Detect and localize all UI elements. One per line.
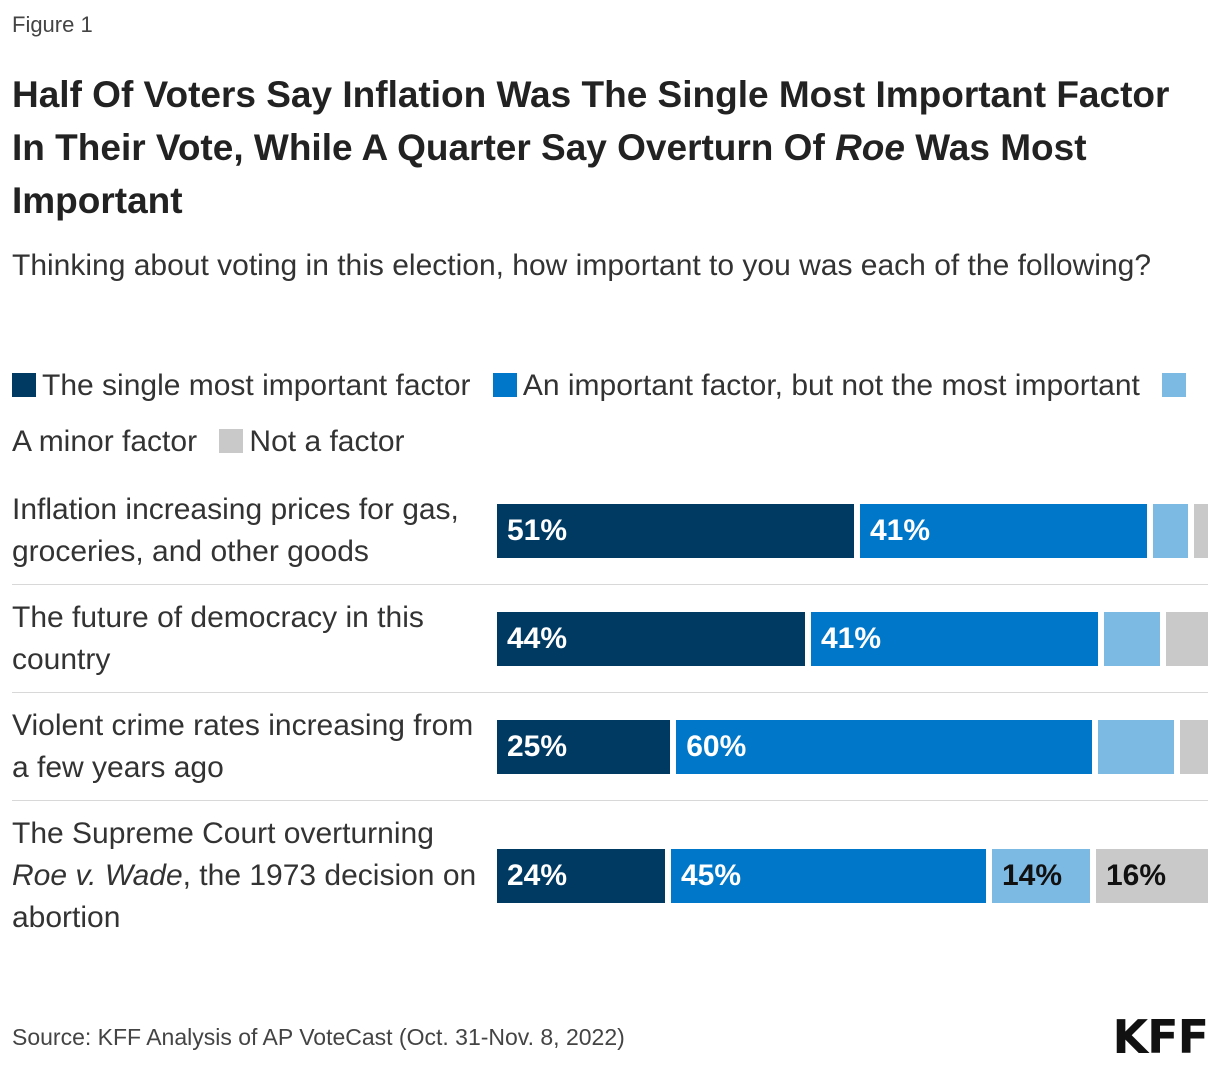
chart-title: Half Of Voters Say Inflation Was The Sin… — [12, 68, 1212, 227]
source-note: Source: KFF Analysis of AP VoteCast (Oct… — [12, 1024, 625, 1050]
bar-segment-single-most — [497, 720, 671, 774]
legend-swatch — [219, 429, 244, 453]
chart-title-part2: Was Most Important — [12, 127, 1087, 221]
row-separator — [12, 584, 1208, 585]
bar-segment-minor — [1104, 612, 1160, 666]
bar-value-label: 24% — [507, 859, 568, 892]
bar-value-label: 51% — [507, 514, 568, 547]
kff-logo: KFF — [1112, 1010, 1209, 1064]
bar-segment-important — [676, 720, 1093, 774]
bar-segment-single-most — [497, 612, 805, 666]
legend-swatch — [1162, 373, 1187, 397]
bar-segment-not-factor — [1166, 612, 1208, 666]
category-label-democracy: The future of democracy in this country — [12, 601, 424, 676]
bar-segment-not-factor — [1194, 504, 1208, 558]
bar-row-roe: 24% 45% 14% 16% — [497, 849, 1208, 903]
bar-value-label: 44% — [507, 622, 568, 655]
legend-swatch — [12, 373, 36, 397]
bar-segment-single-most — [497, 504, 854, 558]
bar-segment-important — [671, 849, 986, 903]
bar-segment-important — [811, 612, 1098, 666]
bar-value-label: 16% — [1106, 859, 1167, 892]
row-separator — [12, 800, 1208, 801]
legend-label: An important factor, but not the most im… — [522, 369, 1140, 402]
legend-item-minor: A minor factor — [12, 369, 1192, 458]
legend-label: Not a factor — [249, 425, 405, 458]
bar-segment-single-most — [497, 849, 665, 903]
bar-segment-important — [860, 504, 1147, 558]
legend: The single most important factor An impo… — [12, 358, 1202, 470]
bar-value-label: 41% — [821, 622, 882, 655]
bar-row-crime: 25% 60% — [497, 720, 1208, 774]
bar-segment-not-factor — [1180, 720, 1208, 774]
chart-title-italic: Roe — [835, 127, 905, 168]
bar-value-label: 60% — [686, 730, 747, 763]
chart-subtitle: Thinking about voting in this election, … — [12, 249, 1152, 282]
bar-value-label: 45% — [681, 859, 742, 892]
legend-item-single-most: The single most important factor — [12, 369, 471, 402]
bar-segment-minor — [1098, 720, 1175, 774]
category-label-roe-before: The Supreme Court overturning — [12, 817, 434, 850]
category-label-inflation: Inflation increasing prices for gas, gro… — [12, 493, 459, 568]
bar-segment-minor — [992, 849, 1090, 903]
legend-item-not-factor: Not a factor — [219, 425, 405, 458]
category-label-roe-after: , the 1973 decision on abortion — [12, 859, 477, 934]
bar-value-label: 14% — [1002, 859, 1063, 892]
chart-title-part1: Half Of Voters Say Inflation Was The Sin… — [12, 74, 1170, 168]
category-label-roe: The Supreme Court overturning Roe v. Wad… — [12, 813, 482, 939]
legend-label: A minor factor — [12, 425, 198, 458]
bar-value-label: 41% — [870, 514, 931, 547]
bar-row-democracy: 44% 41% — [497, 612, 1208, 666]
row-separator — [12, 692, 1208, 693]
legend-item-important: An important factor, but not the most im… — [492, 369, 1140, 402]
figure-label: Figure 1 — [12, 12, 93, 37]
legend-swatch — [492, 373, 517, 397]
bar-value-label: 25% — [507, 730, 568, 763]
bar-row-inflation: 51% 41% — [497, 504, 1208, 558]
category-label-crime: Violent crime rates increasing from a fe… — [12, 709, 474, 784]
bar-segment-minor — [1153, 504, 1188, 558]
category-label-roe-italic: Roe v. Wade — [12, 859, 183, 892]
legend-label: The single most important factor — [42, 369, 471, 402]
bar-segment-not-factor — [1096, 849, 1208, 903]
